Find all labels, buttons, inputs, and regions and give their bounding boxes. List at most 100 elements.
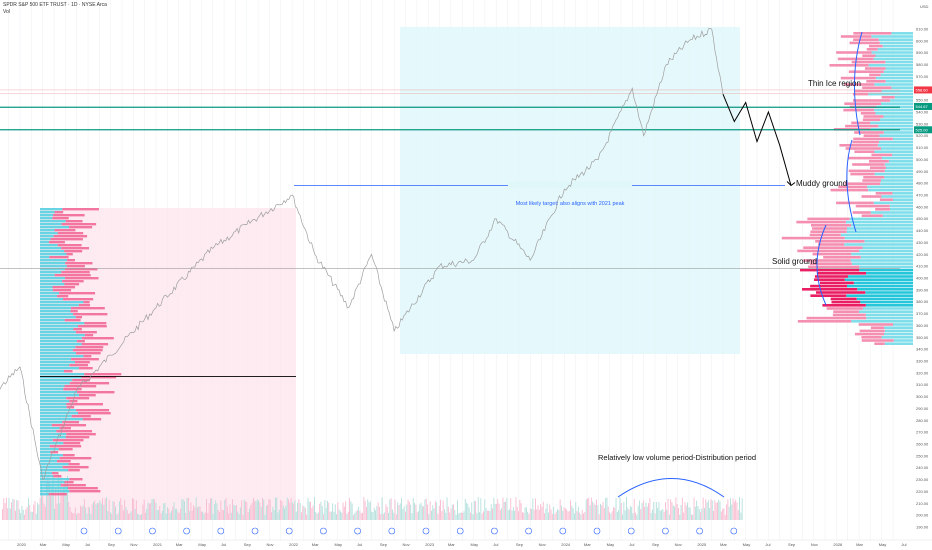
event-icon[interactable] [251, 527, 259, 535]
price-tick: 220.00 [916, 489, 929, 494]
volume-bar [548, 512, 549, 520]
vp-bar [40, 376, 82, 379]
volume-bar [293, 503, 295, 520]
event-icon[interactable] [559, 527, 567, 535]
vp-bar [40, 250, 65, 253]
volume-bar [502, 497, 504, 520]
vp-bar [881, 179, 913, 182]
volume-bar [724, 514, 726, 520]
volume-bar [224, 499, 226, 520]
event-icon[interactable] [217, 527, 225, 535]
vp-bar [865, 304, 913, 307]
volume-bar [613, 507, 614, 520]
time-tick: Sep [380, 542, 388, 547]
volume-bar [479, 512, 480, 520]
volume-bar [184, 501, 185, 520]
vp-bar [852, 99, 891, 102]
volume-bar [593, 503, 595, 520]
volume-bar [163, 503, 165, 520]
event-icon[interactable] [593, 527, 601, 535]
volume-bar [256, 499, 258, 520]
time-tick: Jul [357, 542, 362, 547]
price-badge [914, 86, 932, 94]
price-tick: 190.00 [916, 525, 929, 530]
volume-bar [644, 506, 646, 520]
vp-bar [810, 224, 852, 227]
event-icon[interactable] [285, 527, 293, 535]
vp-bar [852, 140, 879, 144]
vp-bar [803, 246, 863, 249]
volume-bar [553, 506, 555, 520]
volume-bar [259, 502, 261, 520]
volume-bar [194, 507, 196, 520]
volume-bar [532, 498, 534, 520]
volume-bar [354, 512, 356, 520]
volume-bar [472, 514, 474, 520]
event-icon[interactable] [525, 527, 532, 535]
vp-bar [854, 131, 884, 134]
event-icon[interactable] [388, 527, 396, 535]
volume-bar [320, 501, 322, 520]
volume-bar [511, 510, 513, 520]
volume-bar [146, 508, 148, 520]
event-icon[interactable] [627, 527, 635, 535]
event-icon[interactable] [422, 527, 430, 535]
volume-bar [258, 500, 259, 520]
price-tick: 300.00 [916, 394, 929, 399]
event-icon[interactable] [730, 527, 738, 535]
vp-bar [861, 195, 882, 198]
vp-bar [65, 262, 93, 265]
event-icon[interactable] [662, 527, 669, 535]
event-icon[interactable] [114, 527, 122, 535]
volume-bar [241, 500, 243, 520]
event-icon[interactable] [149, 527, 156, 535]
volume-bar [570, 500, 571, 520]
time-tick: 2024 [561, 542, 571, 547]
volume-bar [319, 503, 321, 520]
event-icon[interactable] [456, 527, 464, 535]
vp-bar [72, 349, 103, 352]
volume-bar [545, 508, 547, 520]
vp-bar [84, 334, 94, 337]
event-icon[interactable] [80, 527, 88, 535]
volume-bar [646, 506, 648, 520]
vp-bar [40, 472, 52, 475]
event-icon[interactable] [354, 527, 361, 535]
volume-bar [381, 497, 383, 520]
vp-bar [40, 487, 68, 490]
volume-bar [410, 504, 412, 520]
volume-bar [535, 498, 536, 520]
volume-bar [496, 504, 497, 520]
vp-bar [40, 436, 66, 439]
volume-bar [362, 512, 363, 520]
vp-bar [40, 403, 67, 406]
volume-bar [437, 513, 439, 520]
vp-bar [882, 44, 913, 48]
volume-bar [280, 499, 282, 520]
solid-ground-label: Solid ground [772, 257, 817, 266]
volume-bar [35, 513, 37, 520]
vp-bar [69, 364, 88, 367]
volume-bar [397, 502, 399, 520]
vp-bar [894, 96, 913, 99]
volume-bar [440, 499, 441, 520]
event-icon[interactable] [320, 527, 327, 535]
vp-bar [67, 259, 76, 262]
vp-bar [860, 300, 913, 304]
volume-bar [329, 511, 331, 520]
event-icon[interactable] [696, 527, 703, 535]
event-icon[interactable] [183, 527, 190, 535]
volume-bar [579, 512, 581, 520]
price-tick: 330.00 [916, 359, 929, 364]
volume-bar [161, 510, 163, 520]
volume-bar [540, 504, 542, 520]
vp-bar [40, 214, 54, 217]
volume-bar [68, 502, 70, 520]
vp-bar [63, 298, 94, 301]
event-icon[interactable] [491, 527, 498, 535]
volume-bar [711, 500, 713, 520]
vp-bar [883, 115, 913, 118]
volume-bar [615, 498, 617, 520]
vp-bar [76, 391, 115, 394]
